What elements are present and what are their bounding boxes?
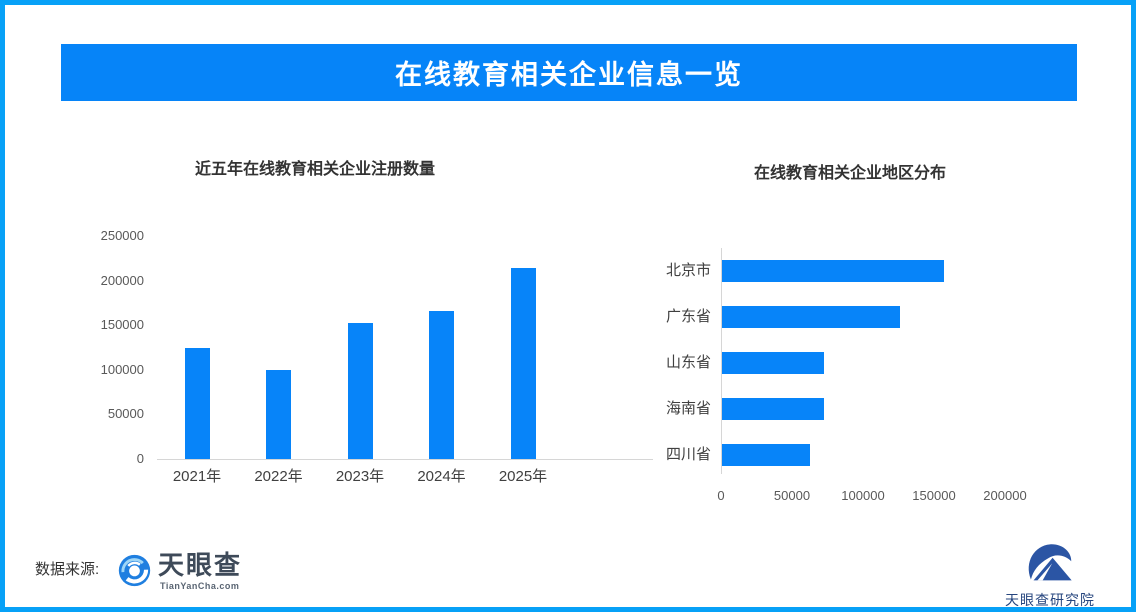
- bar-2021年: [184, 348, 210, 459]
- y-axis-label: 北京市: [665, 262, 711, 279]
- research-institute-name: 天眼查研究院: [1005, 592, 1095, 608]
- x-axis-label: 2022年: [254, 468, 303, 485]
- y-axis-label: 海南省: [665, 400, 711, 417]
- research-institute-logo: 天眼查研究院: [990, 541, 1110, 608]
- tianyancha-eye-icon: [118, 554, 151, 592]
- header-banner: 在线教育相关企业信息一览: [61, 44, 1077, 101]
- bar-广东省: [722, 306, 900, 328]
- x-axis-label: 2021年: [172, 468, 222, 485]
- tianyancha-domain: TianYanCha.com: [160, 581, 240, 591]
- bar-2024年: [429, 310, 454, 459]
- x-axis-tick: 100000: [841, 488, 885, 503]
- data-source-label: 数据来源:: [35, 561, 100, 578]
- right-chart-title: 在线教育相关企业地区分布: [753, 165, 946, 182]
- y-axis-label: 山东省: [665, 354, 711, 371]
- y-axis-tick: 200000: [100, 272, 144, 288]
- x-axis-tick: 0: [717, 488, 725, 503]
- x-axis-label: 2024年: [417, 468, 466, 485]
- y-axis-label: 广东省: [665, 308, 711, 325]
- x-axis-tick: 150000: [912, 488, 956, 503]
- y-axis-label: 四川省: [665, 446, 711, 463]
- y-axis-tick: 50000: [107, 406, 144, 422]
- y-axis-line: [721, 248, 722, 474]
- left-chart-title: 近五年在线教育相关企业注册数量: [194, 161, 435, 178]
- y-axis-tick: 250000: [100, 228, 144, 243]
- bar-四川省: [722, 444, 811, 466]
- bar-2025年: [510, 268, 536, 459]
- charts-area: 0 50000 100000 150000 200000 250000 2021年 2022年…: [5, 5, 1131, 607]
- y-axis-tick: 0: [136, 451, 144, 466]
- bar-2022年: [266, 369, 291, 459]
- page-title: 在线教育相关企业信息一览: [395, 60, 743, 90]
- x-axis-label: 2025年: [498, 468, 548, 485]
- bar-北京市: [722, 260, 944, 282]
- x-axis-tick: 200000: [983, 488, 1027, 503]
- x-axis-label: 2023年: [335, 468, 385, 485]
- research-institute-icon: [990, 541, 1110, 590]
- bar-山东省: [722, 352, 825, 374]
- bar-2023年: [347, 322, 373, 459]
- x-axis-line: [157, 459, 653, 460]
- y-axis-tick: 100000: [100, 361, 144, 377]
- bar-海南省: [722, 398, 825, 420]
- y-axis-tick: 150000: [100, 317, 144, 333]
- x-axis-tick: 50000: [773, 488, 811, 503]
- tianyancha-wordmark: 天眼查: [158, 550, 243, 580]
